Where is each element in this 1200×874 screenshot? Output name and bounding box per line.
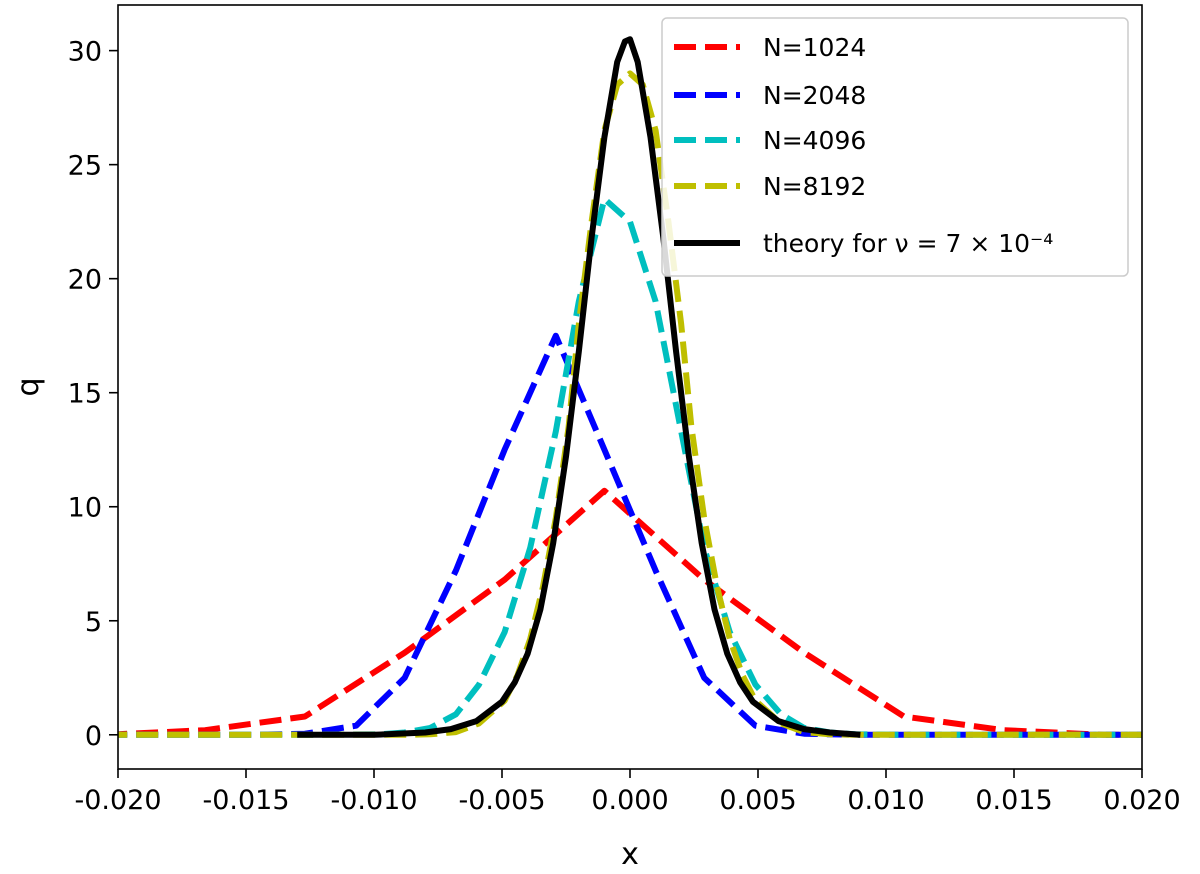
y-tick-label: 10 (68, 493, 102, 524)
x-tick-label: 0.020 (1103, 785, 1180, 816)
x-tick-label: -0.020 (74, 785, 161, 816)
x-tick-label: 0.015 (975, 785, 1052, 816)
x-tick-label: -0.010 (330, 785, 417, 816)
legend-label-2: N=2048 (763, 81, 866, 110)
x-axis-label: x (621, 837, 639, 872)
y-tick-label: 0 (85, 721, 102, 752)
y-tick-label: 25 (68, 151, 102, 182)
legend: N=1024 N=2048 N=4096 N=8192 theory for ν = 7… (661, 17, 1129, 277)
y-tick-label: 30 (68, 37, 102, 68)
x-tick-label: 0.010 (847, 785, 924, 816)
legend-box (661, 17, 1129, 277)
x-axis: -0.020 -0.015 -0.010 -0.005 0.000 0.005 0.010 0… (74, 769, 1181, 816)
legend-label-5: theory for ν = 7 × 10⁻⁴ (763, 229, 1053, 258)
legend-label-4: N=8192 (763, 172, 866, 201)
y-axis-label: q (11, 377, 46, 396)
legend-label-1: N=1024 (763, 33, 866, 62)
series-line-1 (118, 487, 1142, 738)
x-tick-label: -0.015 (202, 785, 289, 816)
y-tick-label: 15 (68, 379, 102, 410)
y-axis: 0 5 10 15 20 25 30 (68, 37, 118, 752)
x-tick-label: 0.005 (719, 785, 796, 816)
x-tick-label: 0.000 (591, 785, 668, 816)
y-tick-label: 20 (68, 265, 102, 296)
y-tick-label: 5 (85, 607, 102, 638)
x-tick-label: -0.005 (458, 785, 545, 816)
legend-label-3: N=4096 (763, 126, 866, 155)
series-layer (118, 36, 1142, 738)
series-line-5 (297, 36, 861, 738)
